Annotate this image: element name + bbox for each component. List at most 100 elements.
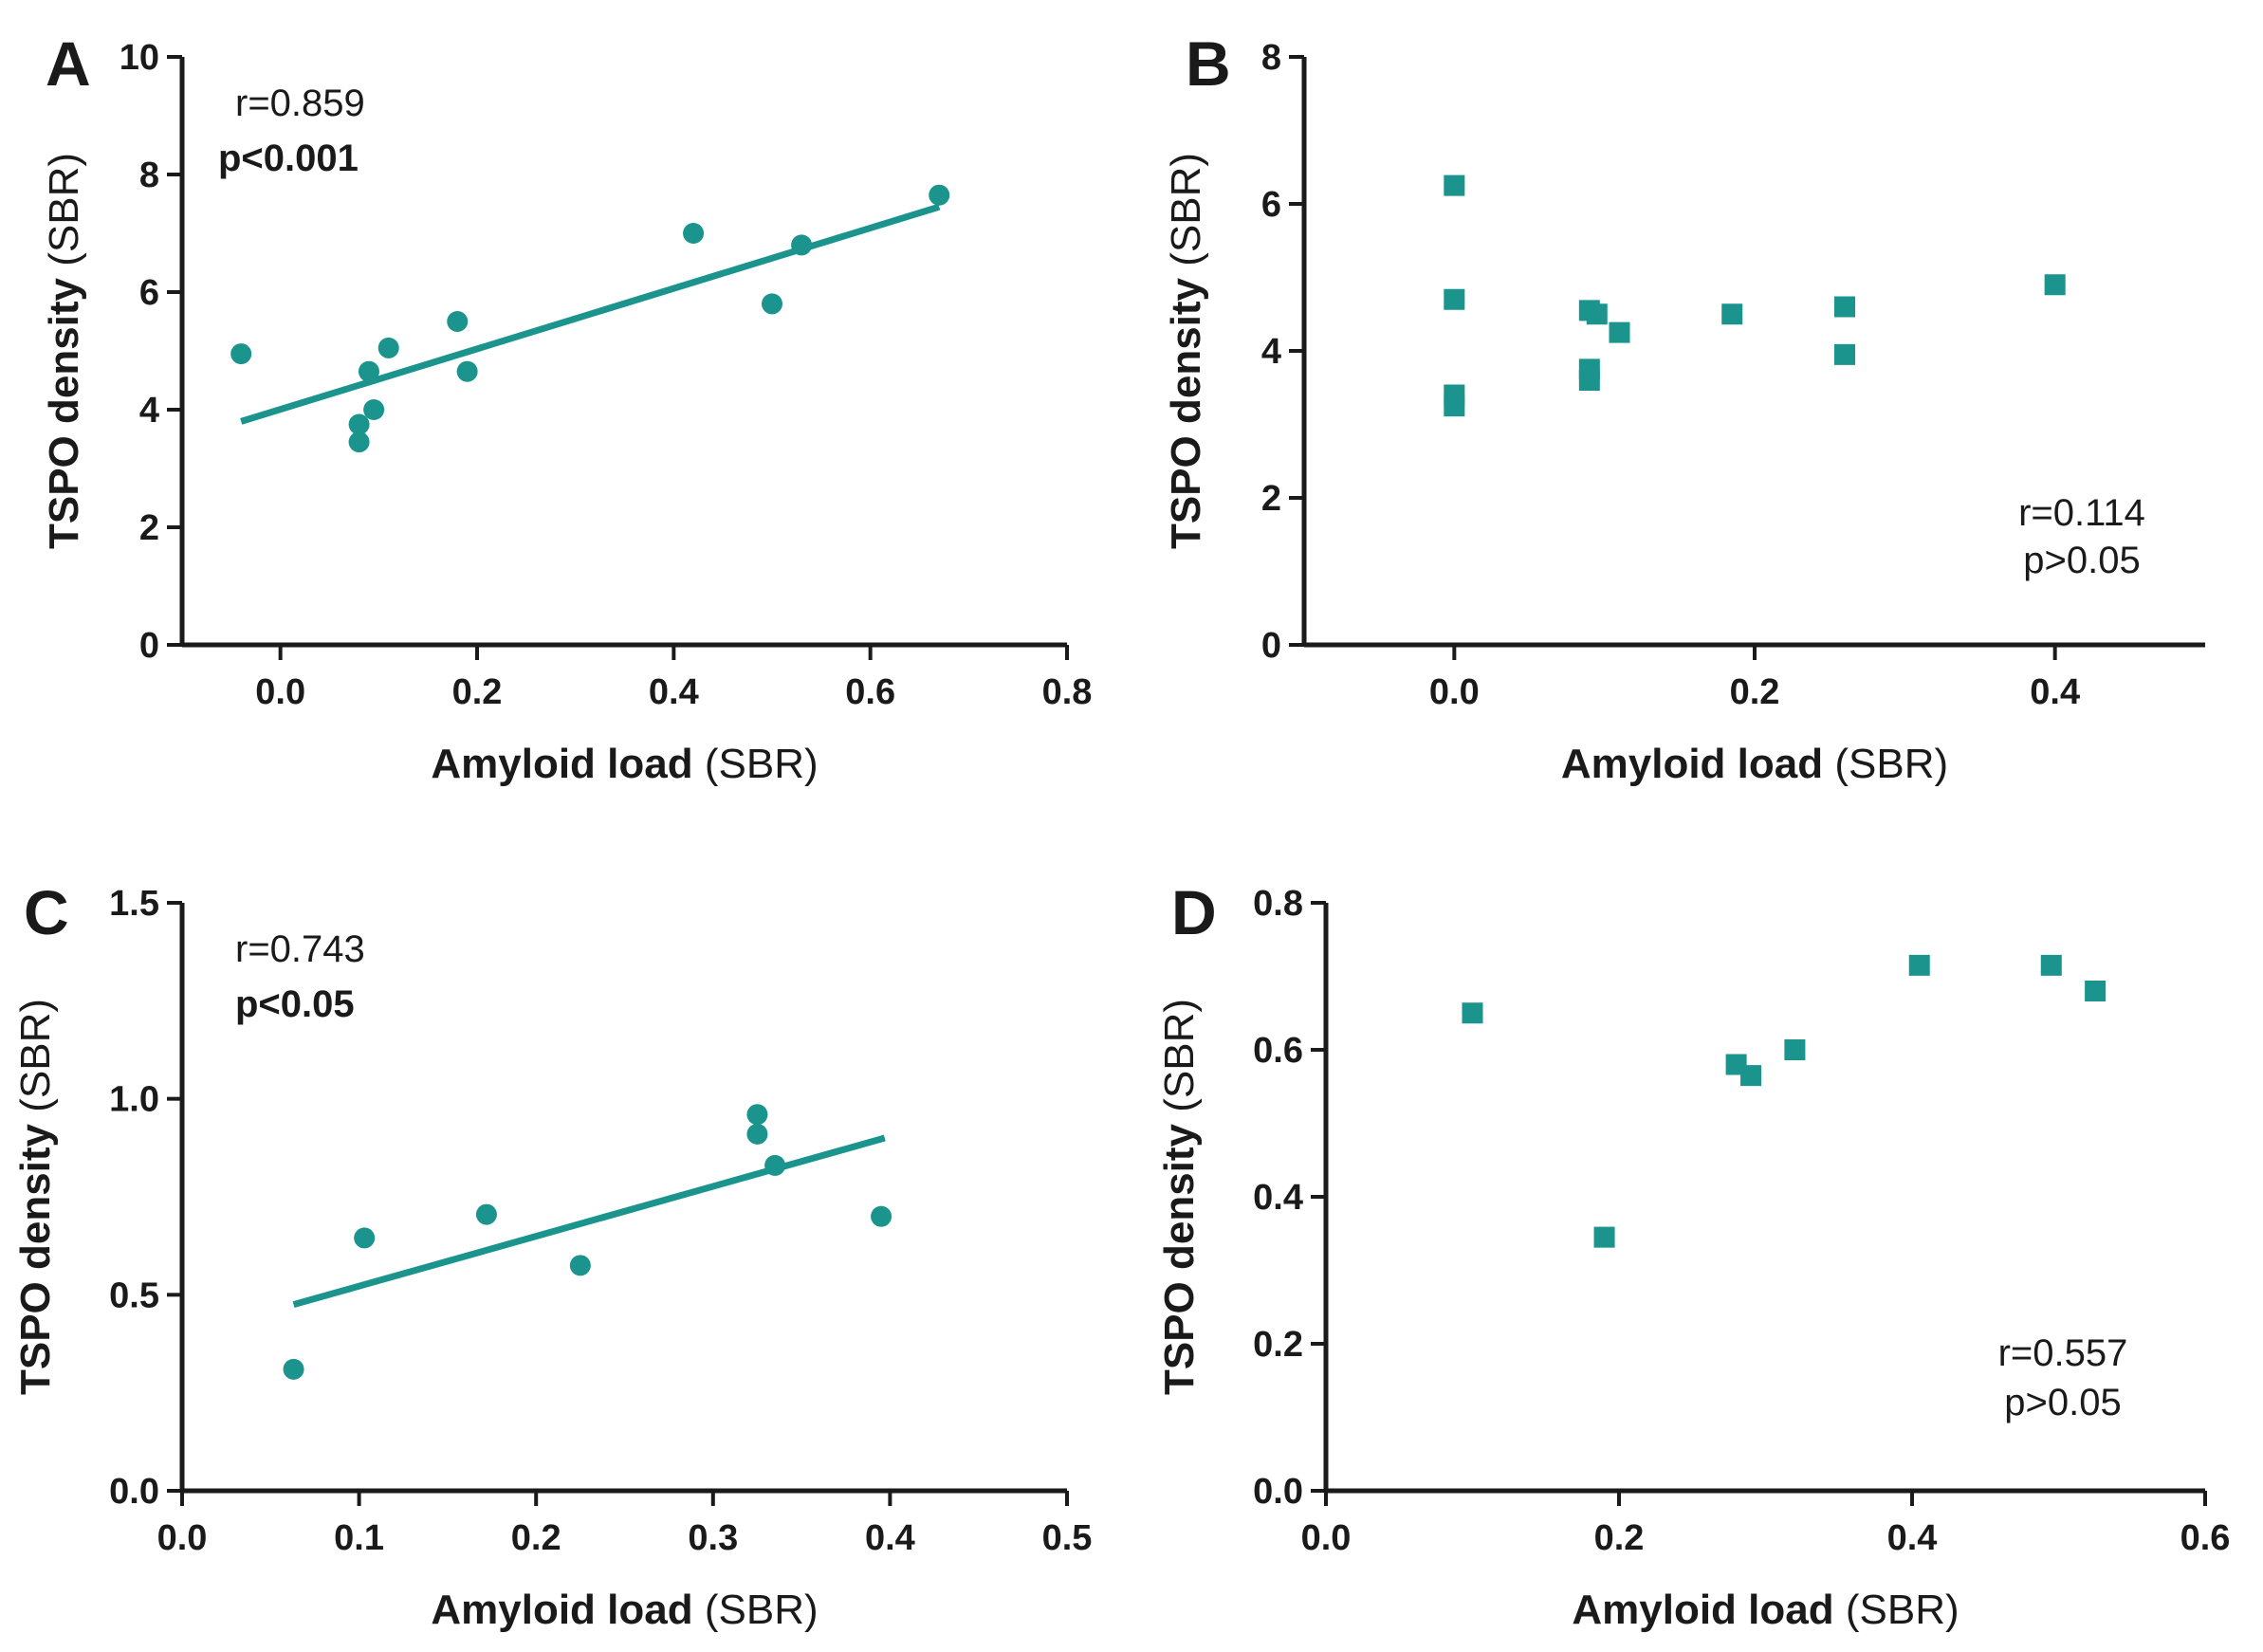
x-tick-label: 0.4	[2030, 672, 2080, 712]
x-axis-title-unit: (SBR)	[705, 1587, 819, 1633]
x-tick-label: 0.4	[1887, 1518, 1938, 1558]
data-point	[929, 184, 950, 206]
y-axis-title: TSPO density (SBR)	[41, 153, 87, 549]
data-point	[791, 234, 813, 256]
data-point	[456, 360, 478, 382]
y-tick-label: 0	[1261, 626, 1281, 666]
x-tick-label: 0.3	[688, 1518, 738, 1558]
panel-letter-c: C	[24, 877, 69, 947]
y-tick-label: 2	[1261, 479, 1281, 519]
p-value-label: p<0.001	[218, 138, 359, 179]
x-axis-title: Amyloid load (SBR)	[431, 741, 818, 787]
x-tick-label: 0.1	[334, 1518, 384, 1558]
data-point	[764, 1154, 786, 1176]
x-tick-label: 0.2	[511, 1518, 561, 1558]
x-axis-title-bold: Amyloid load	[1572, 1587, 1845, 1633]
y-tick-label: 1.0	[109, 1080, 159, 1120]
x-axis-title-unit: (SBR)	[1846, 1587, 1959, 1633]
x-tick-label: 0.5	[1042, 1518, 1093, 1558]
y-tick-label: 6	[139, 273, 159, 313]
x-tick-label: 0.2	[452, 672, 503, 712]
data-point	[1740, 1065, 1762, 1087]
y-tick-label: 1.5	[109, 884, 159, 924]
x-axis-title-unit: (SBR)	[705, 741, 819, 787]
data-point	[447, 311, 469, 332]
p-value-label: p<0.05	[235, 983, 355, 1025]
y-tick-label: 10	[120, 38, 159, 78]
x-axis-title: Amyloid load (SBR)	[431, 1587, 818, 1633]
data-point	[1834, 296, 1855, 318]
y-axis-title-bold: TSPO density	[41, 266, 87, 549]
data-point	[283, 1358, 304, 1380]
x-tick-label: 0.0	[255, 672, 305, 712]
y-tick-label: 8	[1261, 38, 1281, 78]
x-tick-label: 0.0	[1429, 672, 1480, 712]
y-axis-title-bold: TSPO density	[12, 1112, 59, 1395]
p-value-label: p>0.05	[2004, 1382, 2121, 1423]
x-axis-title: Amyloid load (SBR)	[1572, 1587, 1959, 1633]
data-point	[871, 1205, 892, 1227]
y-tick-label: 6	[1261, 185, 1281, 225]
correlation-r-label: r=0.743	[235, 928, 365, 970]
y-tick-label: 0.5	[109, 1276, 159, 1315]
y-tick-label: 0.0	[109, 1472, 159, 1512]
data-point	[2085, 981, 2107, 1001]
y-tick-label: 4	[139, 391, 159, 431]
data-point	[363, 399, 385, 420]
data-point	[1444, 174, 1465, 196]
x-tick-label: 0.2	[1730, 672, 1780, 712]
p-value-label: p>0.05	[2023, 540, 2140, 581]
data-point	[569, 1255, 591, 1276]
panel-a: 0.0 0.2 0.4 0.6 0.8 0 2 4 6 8 10 Amyloid load (SBR)…	[41, 28, 1092, 787]
data-point	[377, 337, 399, 358]
data-point	[1609, 321, 1630, 343]
data-point	[1578, 370, 1600, 391]
data-point	[1462, 1002, 1483, 1024]
panel-d: 0.0 0.2 0.4 0.6 0.0 0.2 0.4 0.6 0.8 Amyloid load …	[1156, 877, 2230, 1633]
data-point	[1444, 395, 1465, 417]
correlation-r-label: r=0.557	[1998, 1332, 2128, 1374]
data-point	[1908, 954, 1930, 976]
data-point	[358, 360, 379, 382]
data-point	[746, 1123, 768, 1145]
data-point	[348, 431, 370, 453]
x-tick-label: 0.4	[649, 672, 699, 712]
x-axis-title-bold: Amyloid load	[1561, 741, 1834, 787]
y-tick-label: 2	[139, 508, 159, 548]
y-tick-label: 0.4	[1253, 1178, 1303, 1218]
y-axis-title-bold: TSPO density	[1156, 1112, 1203, 1395]
x-tick-label: 0.2	[1594, 1518, 1645, 1558]
y-axis-title-unit: (SBR)	[1156, 999, 1203, 1112]
data-point	[354, 1227, 376, 1249]
x-tick-label: 0.6	[2180, 1518, 2231, 1558]
panel-c: 0.0 0.1 0.2 0.3 0.4 0.5 0.0 0.5 1.0 1.5 Amyloid lo…	[12, 877, 1092, 1633]
y-axis-title: TSPO density (SBR)	[12, 999, 59, 1395]
y-axis-title: TSPO density (SBR)	[1163, 153, 1209, 549]
data-point	[230, 343, 252, 365]
x-tick-label: 0.4	[865, 1518, 915, 1558]
data-point	[1593, 1226, 1615, 1248]
y-axis-title-unit: (SBR)	[41, 153, 87, 266]
data-point	[1721, 303, 1743, 325]
y-axis-title: TSPO density (SBR)	[1156, 999, 1203, 1395]
data-point	[746, 1104, 768, 1126]
data-point	[1834, 343, 1855, 365]
data-point	[348, 413, 370, 435]
data-point	[683, 223, 705, 244]
panel-letter-b: B	[1186, 28, 1231, 99]
y-axis-title-unit: (SBR)	[12, 999, 59, 1112]
x-tick-label: 0.0	[157, 1518, 208, 1558]
y-tick-label: 0.2	[1253, 1325, 1303, 1365]
correlation-r-label: r=0.114	[2018, 492, 2145, 534]
x-tick-label: 0.8	[1042, 672, 1093, 712]
y-tick-label: 4	[1261, 332, 1281, 372]
y-tick-label: 0.0	[1253, 1472, 1303, 1512]
x-axis-title-bold: Amyloid load	[431, 741, 704, 787]
data-point	[1586, 303, 1608, 325]
data-point	[1784, 1039, 1806, 1060]
y-tick-label: 0.6	[1253, 1031, 1303, 1071]
y-tick-label: 0.8	[1253, 884, 1303, 924]
data-point	[762, 293, 782, 315]
